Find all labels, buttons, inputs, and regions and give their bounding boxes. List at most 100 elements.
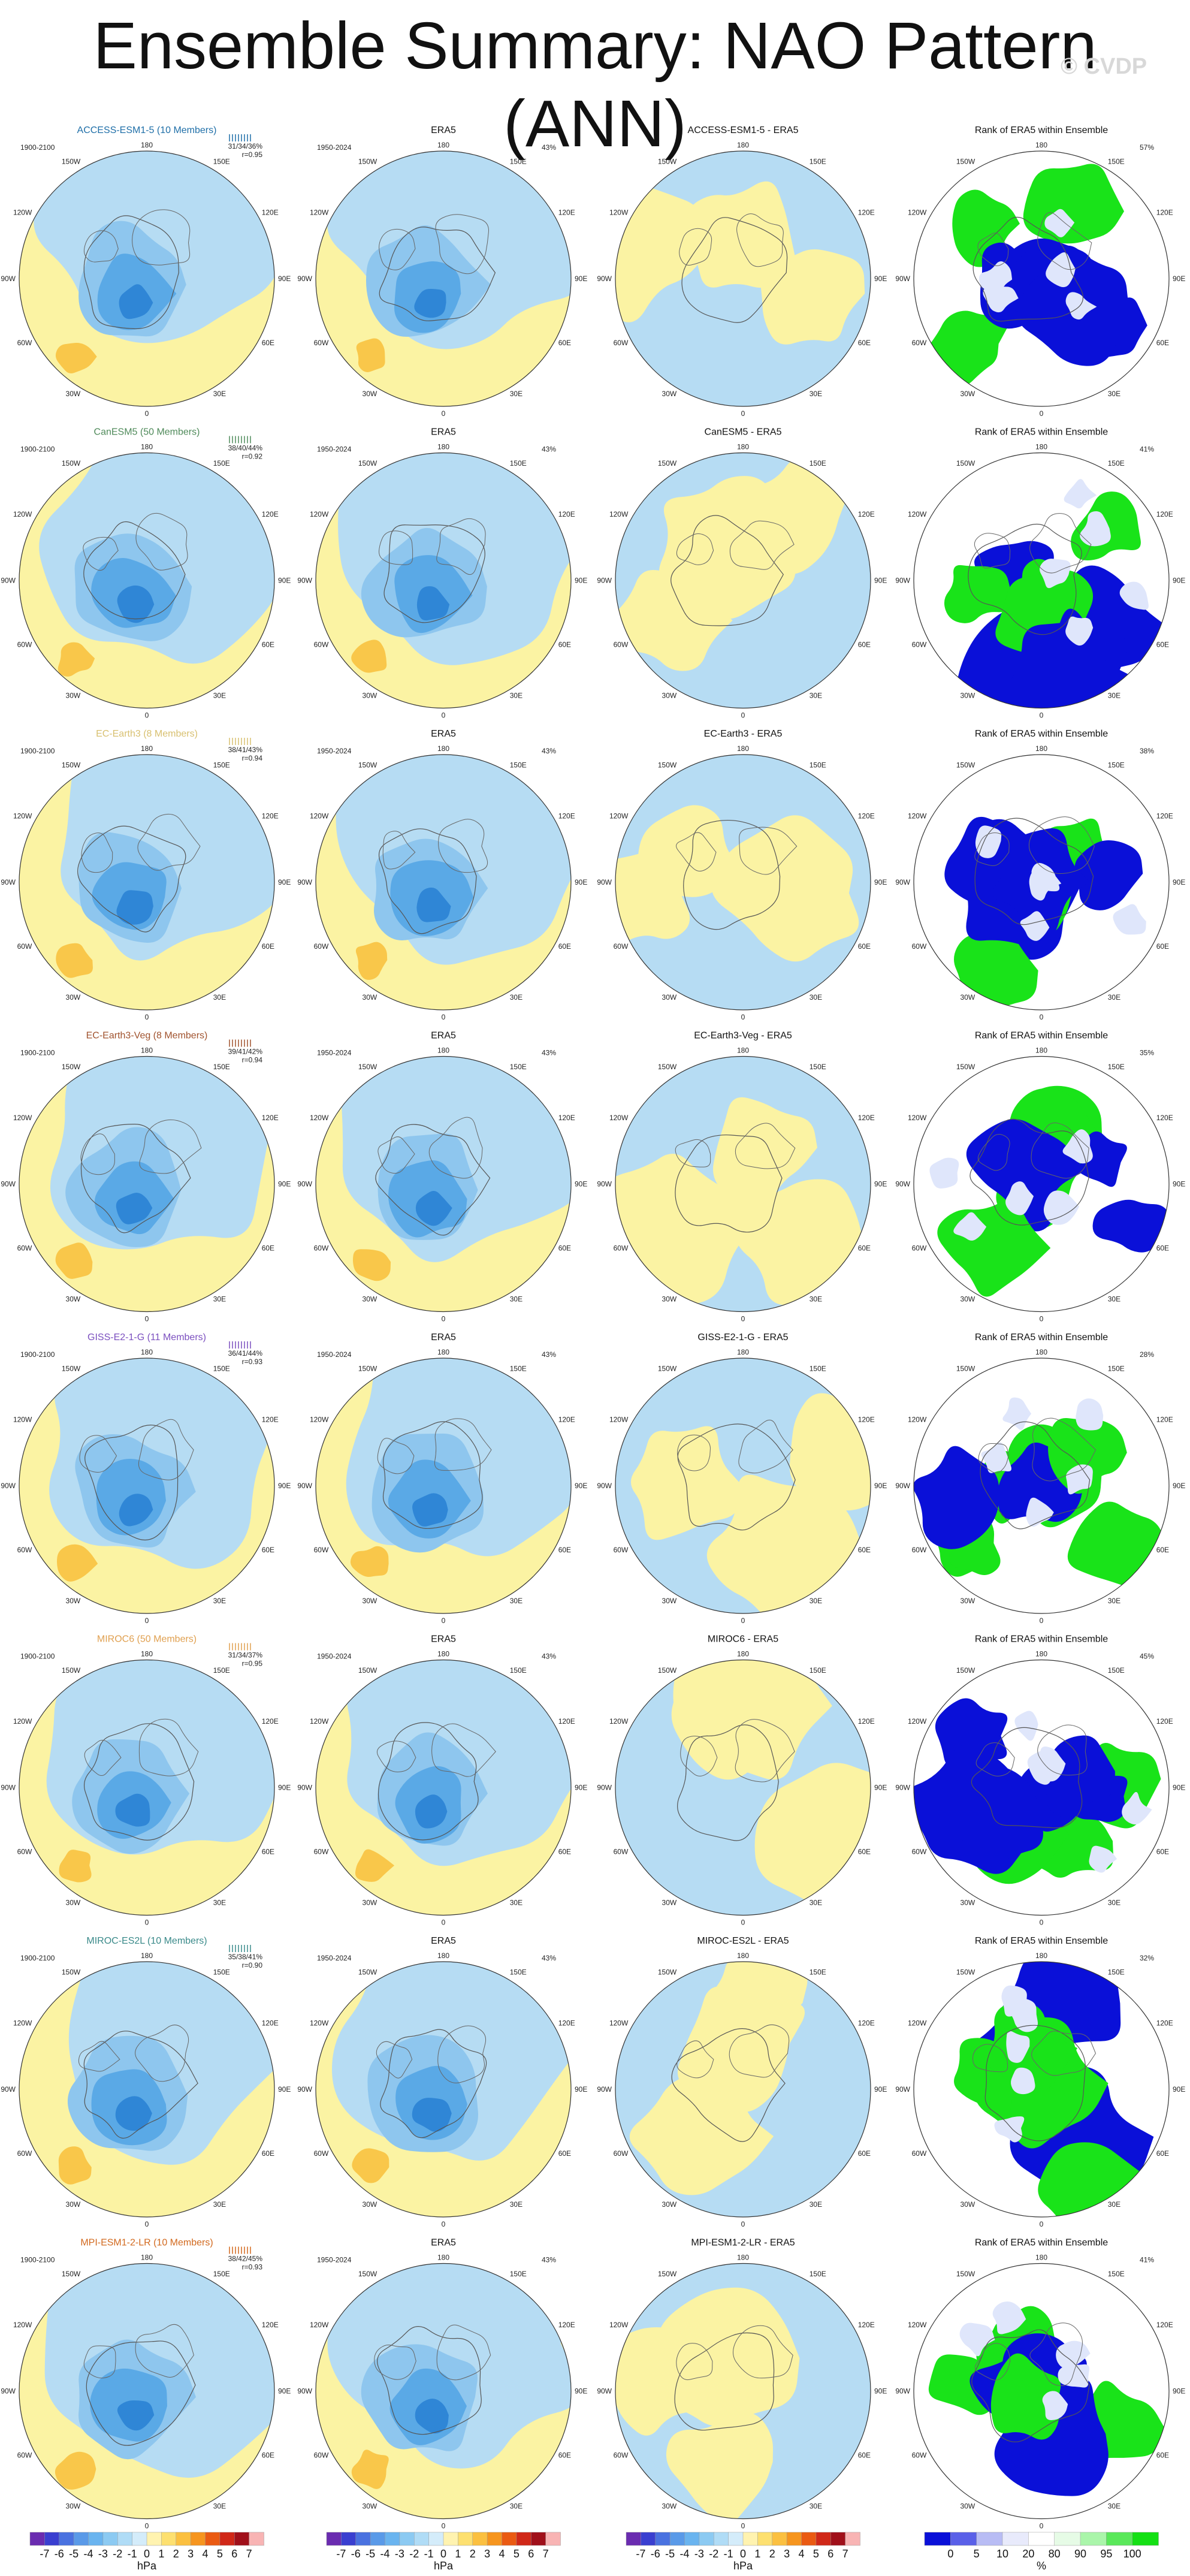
map-lon-label: 120E — [1156, 1114, 1173, 1122]
map-border — [315, 452, 572, 709]
anomaly-region — [615, 2327, 709, 2436]
map-lon-label: 90W — [1, 2085, 16, 2094]
map-border — [615, 452, 871, 709]
colorbar-swatch — [487, 2532, 503, 2546]
coastline — [436, 518, 486, 575]
coastline — [377, 1136, 415, 1174]
map-lon-label: 150E — [1108, 2270, 1125, 2278]
map-lon-label: 90E — [278, 1180, 291, 1189]
map-border — [913, 1055, 1170, 1313]
colorbar-tick-label: 5 — [974, 2548, 980, 2560]
map-lon-label: 150E — [1108, 761, 1125, 769]
map-lon-label: 90E — [874, 1482, 887, 1490]
map-border — [615, 1055, 871, 1313]
coastline — [437, 2025, 487, 2083]
colorbar-tick-label: 6 — [528, 2548, 534, 2560]
map-lon-label: 150E — [810, 761, 826, 769]
map-lon-label: 30E — [510, 1597, 522, 1605]
map-lon-label: 120W — [908, 209, 927, 217]
map-lon-label: 0 — [1040, 1919, 1044, 1927]
map-lon-label: 60E — [558, 2149, 571, 2158]
colorbar-tick-label: 2 — [173, 2548, 179, 2560]
map-lon-label: 90E — [1173, 577, 1185, 585]
map-lon-label: 30W — [662, 390, 677, 398]
map-border — [315, 754, 572, 1011]
colorbar-tick-label: 4 — [499, 2548, 505, 2560]
colorbar-tick-label: -5 — [69, 2548, 78, 2560]
coastline — [79, 1435, 117, 1473]
map-lon-label: 60W — [314, 1244, 329, 1252]
map-lon-label: 120E — [262, 812, 279, 821]
colorbar-tick-label: 3 — [784, 2548, 790, 2560]
coastline — [971, 1727, 1083, 1829]
pattern-correlation: r=0.93 — [242, 2263, 263, 2272]
colorbar-swatch — [669, 2532, 685, 2546]
map-lon-label: 180 — [437, 1046, 449, 1055]
map-lon-label: 30E — [213, 390, 226, 398]
map-lon-label: 90E — [278, 1784, 291, 1792]
map-lon-label: 120W — [13, 1416, 32, 1424]
map-lon-label: 60E — [1156, 1847, 1169, 1856]
map-lon-label: 90E — [1173, 2387, 1185, 2396]
rank-region — [1062, 1129, 1093, 1164]
map-lon-label: 60E — [262, 1244, 274, 1252]
colorbar-swatch — [1080, 2532, 1107, 2546]
map-lon-label: 180 — [737, 2254, 749, 2262]
map-lon-label: 90W — [297, 2387, 312, 2396]
year-range: 1900-2100 — [20, 1350, 55, 1359]
map-panel: ERA5 1950-2024 43% 180 0 90W 90E 150W 120W 150E 12… — [297, 1332, 587, 1625]
map-lon-label: 150W — [956, 761, 975, 769]
map-border — [19, 754, 275, 1011]
pattern-correlation: r=0.95 — [242, 150, 263, 159]
colorbar-tick-label: -4 — [380, 2548, 389, 2560]
colorbar-tick-label: 5 — [514, 2548, 520, 2560]
colorbar-tick-label: 10 — [996, 2548, 1008, 2560]
coastline — [1037, 212, 1092, 270]
coastline — [80, 1133, 115, 1175]
map-lon-label: 150E — [810, 1666, 826, 1675]
map-lon-label: 60W — [614, 2149, 629, 2158]
map-lon-label: 90W — [895, 1180, 910, 1189]
map-lon-label: 150E — [213, 1364, 230, 1373]
map-lon-label: 30E — [213, 993, 226, 1002]
map-lon-label: 120E — [262, 1717, 279, 1726]
map-lon-label: 90E — [1173, 2085, 1185, 2094]
map-border — [19, 1055, 275, 1313]
coastline — [736, 213, 784, 267]
map-lon-label: 120W — [13, 209, 32, 217]
map-lon-label: 120E — [262, 209, 279, 217]
colorbar-tick-label: 7 — [543, 2548, 549, 2560]
model-title: CanESM5 (50 Members) — [94, 427, 200, 438]
colorbar-swatch — [816, 2532, 831, 2546]
rank-region — [1058, 2364, 1090, 2388]
coastline — [376, 1741, 416, 1772]
map-lon-label: 60W — [912, 1244, 927, 1252]
colorbar-swatch — [1002, 2532, 1029, 2546]
coastline — [974, 533, 1011, 569]
map-border — [19, 1961, 275, 2218]
coastline — [738, 1419, 793, 1474]
colorbar-tick-label: -3 — [395, 2548, 404, 2560]
map-lon-label: 30E — [810, 390, 822, 398]
map-lon-label: 60W — [314, 2451, 329, 2459]
map-lon-label: 90W — [297, 1784, 312, 1792]
coastline — [679, 228, 712, 266]
map-lon-label: 60E — [1156, 2149, 1169, 2158]
anomaly-region — [416, 586, 450, 621]
map-lon-label: 30E — [1108, 2200, 1120, 2209]
coastline — [379, 828, 477, 934]
map-lon-label: 60W — [614, 339, 629, 347]
map-lon-label: 60W — [314, 1546, 329, 1554]
map-lon-label: 180 — [141, 443, 153, 451]
map-lon-label: 90W — [895, 1784, 910, 1792]
map-lon-label: 60W — [614, 1244, 629, 1252]
map-lon-label: 30W — [961, 1898, 975, 1907]
map-lon-label: 30E — [1108, 1597, 1120, 1605]
anomaly-region — [414, 288, 446, 318]
pattern-correlation: r=0.95 — [242, 1660, 263, 1668]
map-lon-label: 120E — [858, 1114, 875, 1122]
map-lon-label: 60E — [262, 1546, 274, 1554]
rank-pct: 41% — [1140, 445, 1154, 454]
coastline — [972, 2044, 1008, 2073]
colorbar: 0 5 10 20 80 90 95 100% — [924, 2532, 1159, 2572]
